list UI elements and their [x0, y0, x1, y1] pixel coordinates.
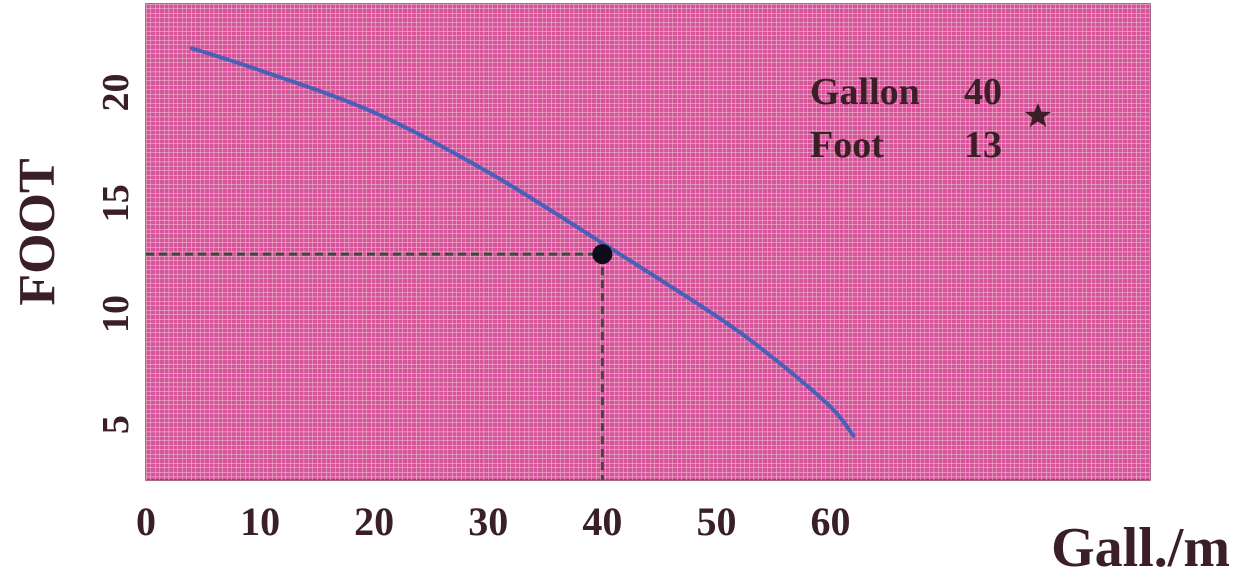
y-tick-label: 5 — [95, 415, 137, 434]
annotation-value-foot: 13 — [964, 124, 1002, 166]
annotation-box: Gallon 40 Foot 13 — [810, 71, 1051, 166]
x-tick-label: 30 — [468, 499, 508, 544]
x-tick-labels: 0 10 20 30 40 50 60 — [136, 499, 851, 544]
y-tick-label: 15 — [95, 184, 137, 222]
series-layer — [189, 46, 856, 438]
annotation-label-gallon: Gallon — [810, 71, 920, 113]
x-tick-label: 40 — [582, 499, 622, 544]
y-tick-label: 20 — [95, 74, 137, 112]
marker-layer — [592, 244, 613, 265]
x-tick-label: 50 — [696, 499, 736, 544]
x-tick-label: 0 — [136, 499, 156, 544]
x-tick-label: 20 — [354, 499, 394, 544]
operating-point-marker — [592, 244, 613, 265]
y-tick-label: 10 — [95, 295, 137, 333]
x-axis-label: Gall./m — [1051, 517, 1230, 576]
y-axis-label: FOOT — [9, 158, 66, 305]
annotation-label-foot: Foot — [810, 124, 884, 166]
operating-point-guides — [146, 252, 604, 480]
major-grid — [146, 4, 1150, 480]
x-tick-label: 60 — [811, 499, 851, 544]
star-icon — [1025, 103, 1051, 127]
y-tick-labels: 5 10 15 20 — [95, 74, 137, 435]
series-line-0 — [189, 46, 856, 438]
x-tick-label: 10 — [240, 499, 280, 544]
annotation-value-gallon: 40 — [964, 71, 1002, 113]
